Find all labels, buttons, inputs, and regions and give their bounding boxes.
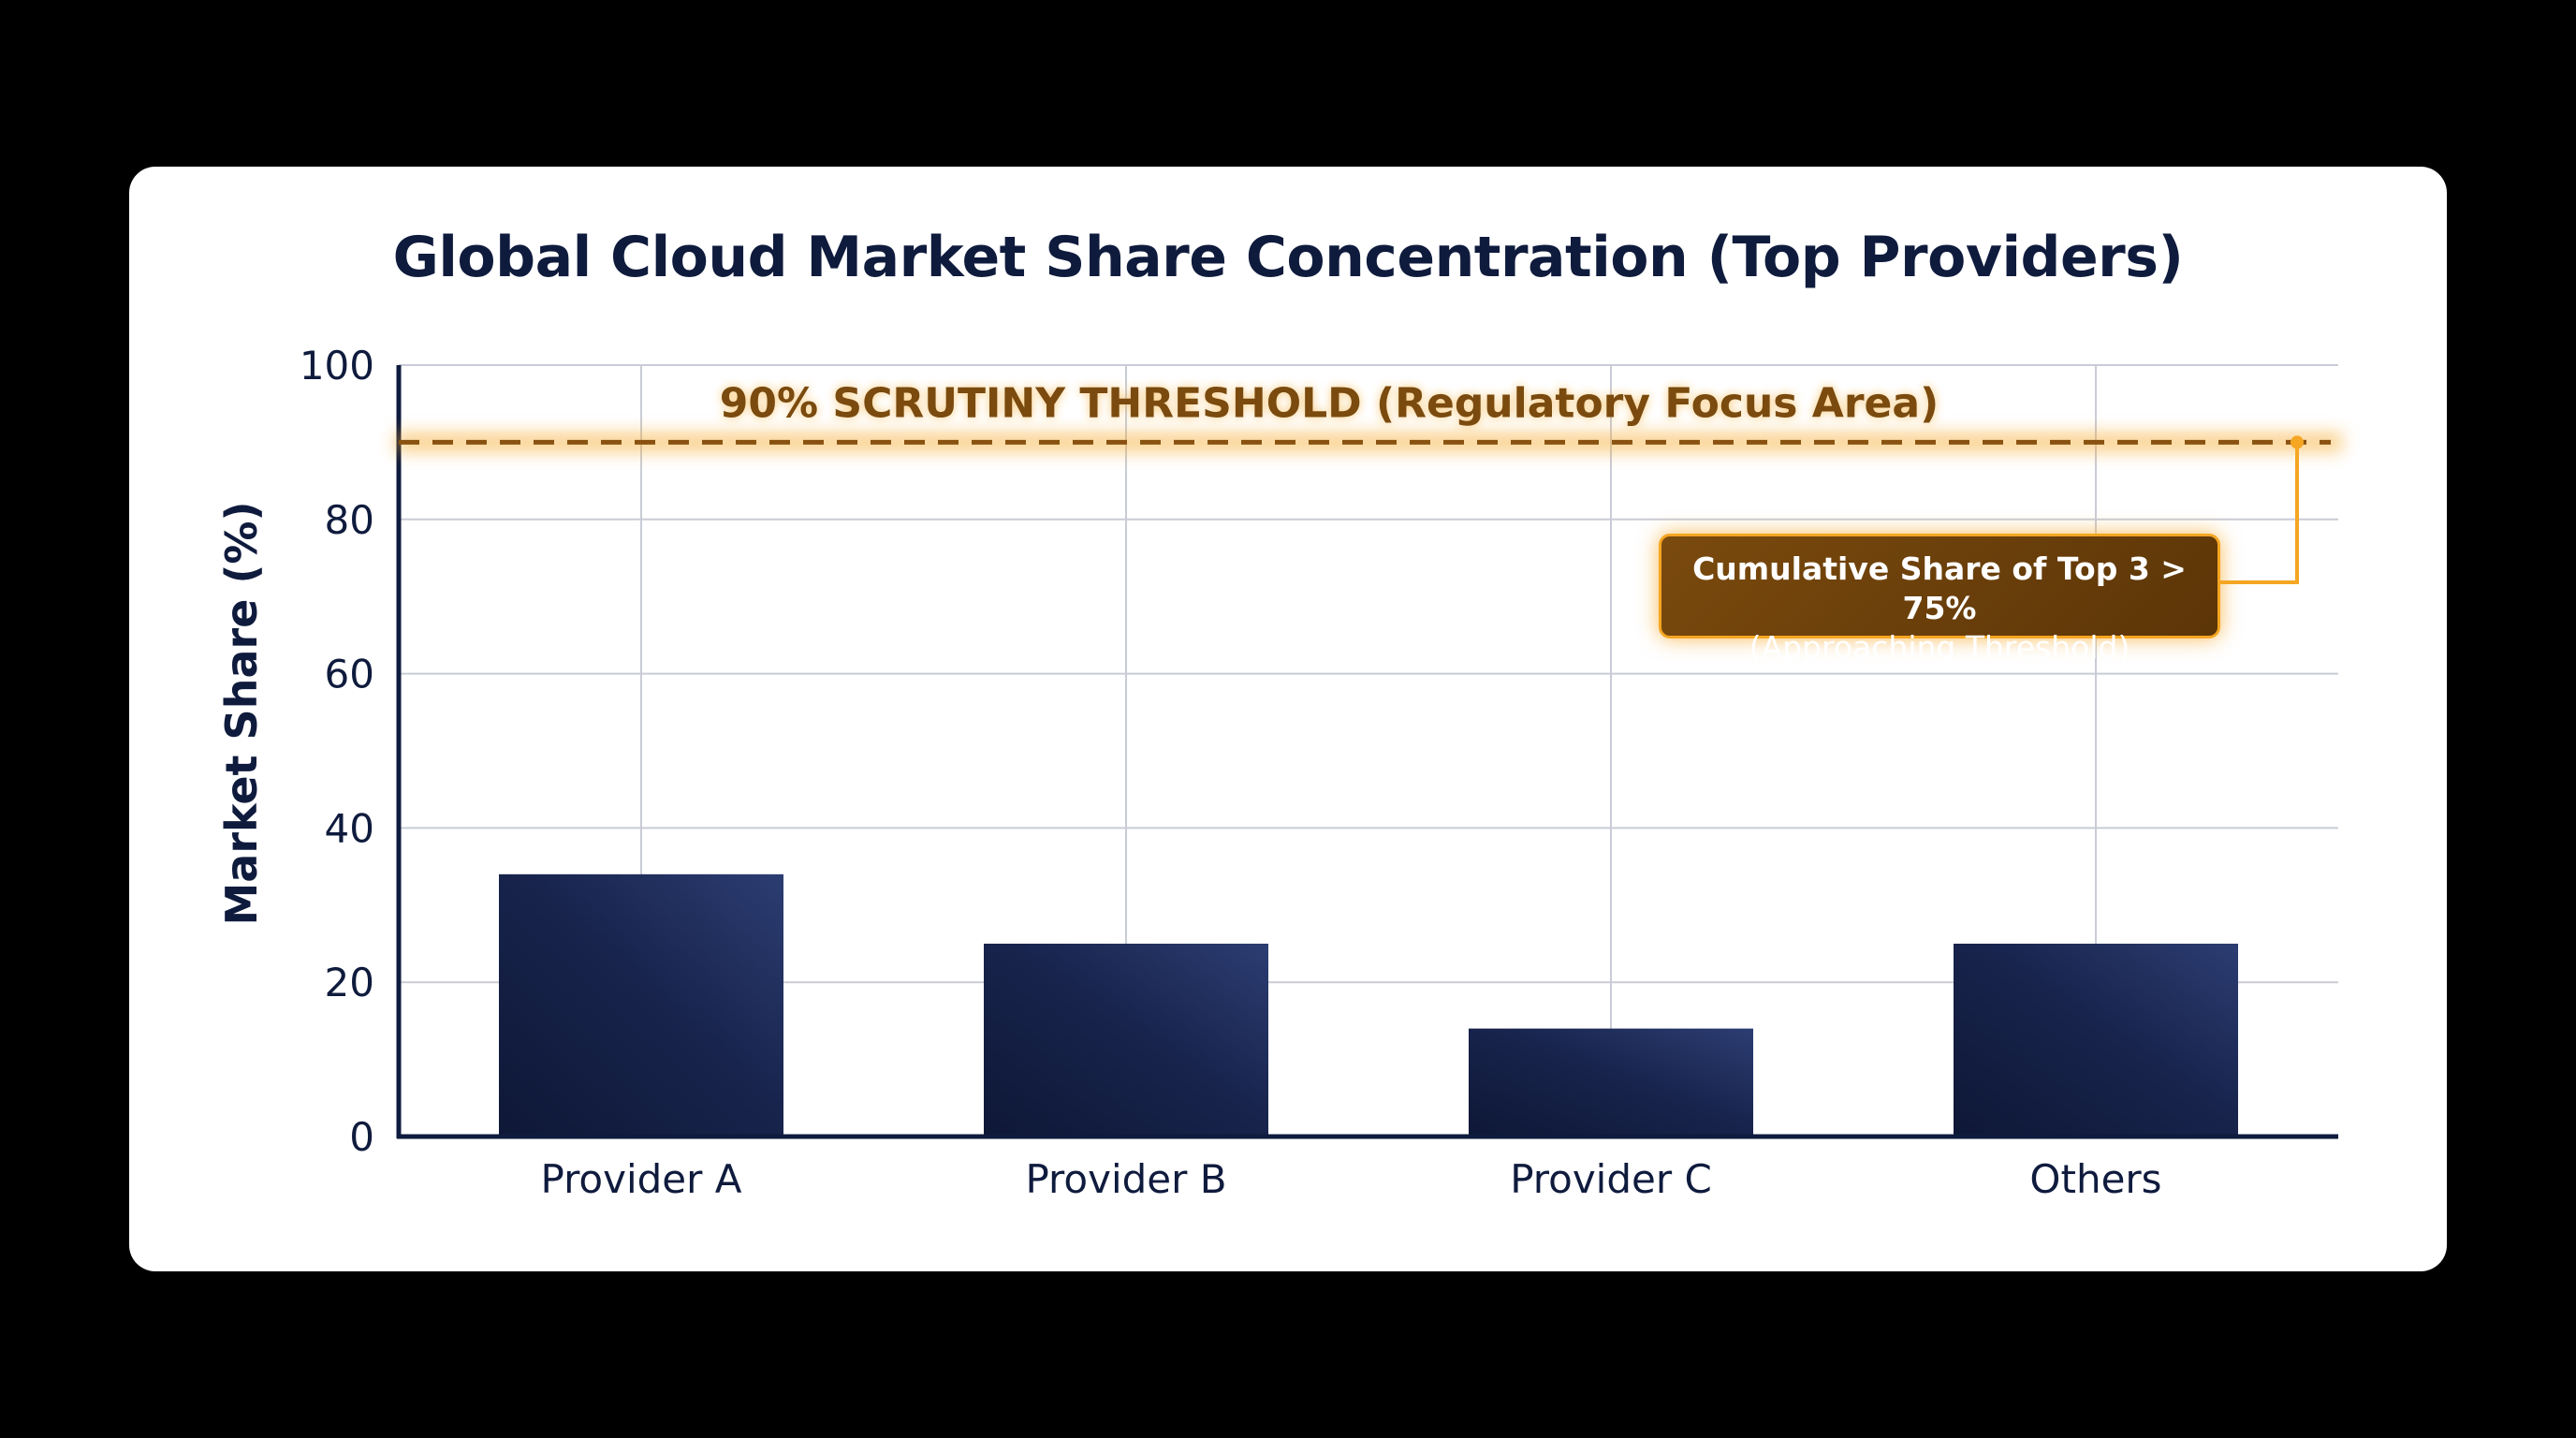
bar-others: [1954, 944, 2238, 1137]
bar-provider-c: [1469, 1028, 1753, 1137]
annotation-connector-dot: [2291, 435, 2304, 449]
x-tick-label: Others: [2029, 1156, 2161, 1202]
bar-provider-b: [984, 944, 1268, 1137]
annotation-title: Cumulative Share of Top 3 > 75%: [1692, 550, 2187, 626]
y-tick-label: 60: [325, 652, 374, 697]
y-tick-label: 80: [325, 497, 374, 543]
y-tick-label: 20: [325, 960, 374, 1005]
y-tick-label: 0: [349, 1114, 374, 1160]
x-tick-label: Provider C: [1510, 1156, 1712, 1202]
y-tick-label: 40: [325, 805, 374, 851]
y-tick-label: 100: [300, 343, 374, 389]
y-axis-title: Market Share (%): [216, 501, 267, 925]
threshold-glow: [395, 433, 2342, 452]
x-tick-label: Provider B: [1025, 1156, 1226, 1202]
threshold-label-glow: 90% SCRUTINY THRESHOLD (Regulatory Focus…: [720, 379, 1939, 427]
bar-chart: 90% SCRUTINY THRESHOLD (Regulatory Focus…: [216, 343, 2342, 1202]
bar-provider-a: [499, 873, 783, 1137]
annotation-connector: [2220, 442, 2299, 584]
cumulative-share-annotation: Cumulative Share of Top 3 > 75% (Approac…: [1659, 534, 2220, 666]
x-tick-label: Provider A: [540, 1156, 741, 1202]
chart-card: Global Cloud Market Share Concentration …: [129, 167, 2447, 1271]
chart-title: Global Cloud Market Share Concentration …: [392, 225, 2184, 290]
annotation-subtitle: (Approaching Threshold): [1749, 629, 2130, 666]
threshold-label: 90% SCRUTINY THRESHOLD (Regulatory Focus…: [720, 379, 1939, 427]
